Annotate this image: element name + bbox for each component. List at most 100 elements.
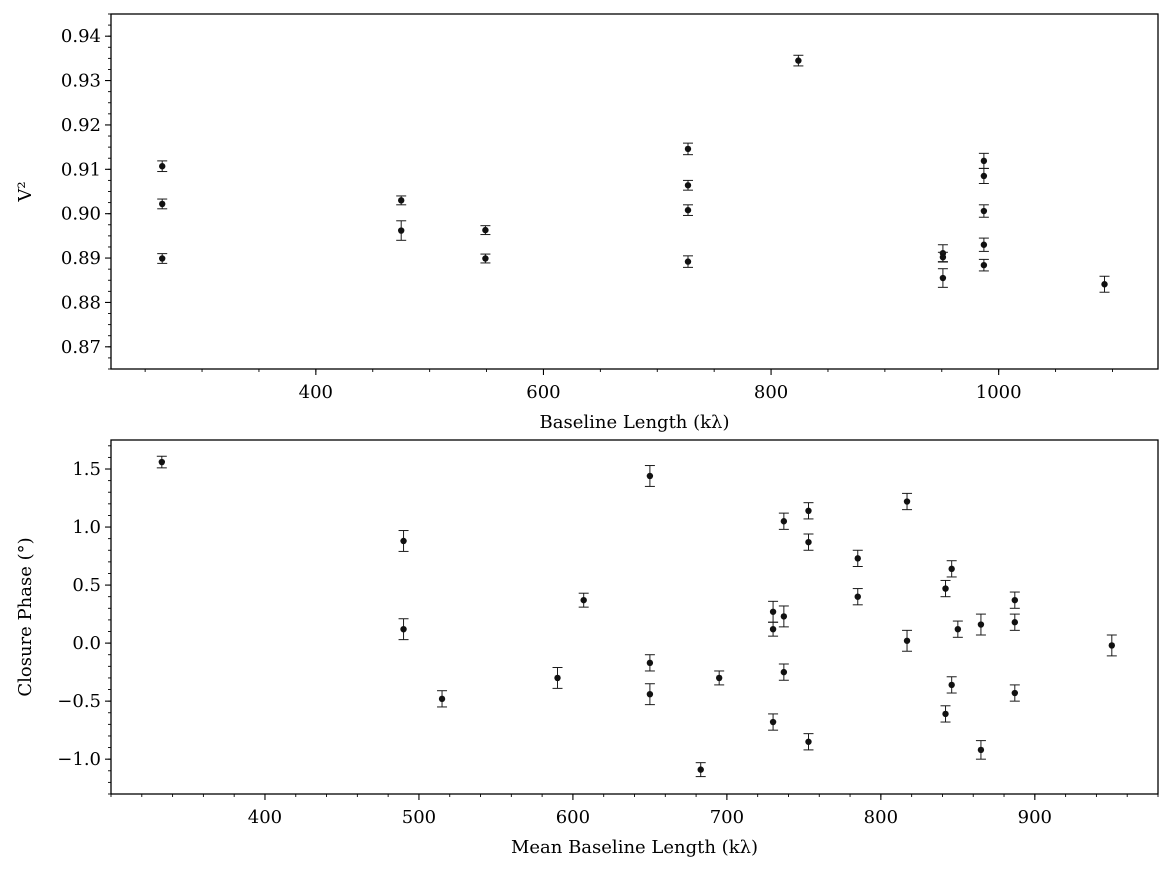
v2-data-point <box>682 179 693 191</box>
cp-x-tick-label: 800 <box>864 807 898 828</box>
cp-marker <box>1011 596 1019 604</box>
v2-data-point <box>978 258 989 272</box>
v2-marker <box>159 163 166 170</box>
v2-data-point <box>157 160 168 173</box>
v2-data-point <box>157 198 168 210</box>
v2-y-tick-label: 0.93 <box>61 71 101 92</box>
v2-data-point <box>978 152 989 169</box>
cp-y-tick-label: 1.0 <box>72 517 101 538</box>
cp-ticks <box>105 445 1159 800</box>
v2-y-tick-label: 0.92 <box>61 115 101 136</box>
v2-x-tick-label: 1000 <box>976 382 1022 403</box>
cp-marker <box>697 766 704 773</box>
cp-y-tick-label: 0.5 <box>72 575 101 596</box>
cp-data-point <box>437 690 448 708</box>
cp-x-tick-label: 900 <box>1018 807 1052 828</box>
cp-marker <box>948 681 955 689</box>
v2-marker <box>684 206 692 214</box>
v2-data-point <box>682 142 693 156</box>
v2-ticks <box>105 13 1113 375</box>
v2-marker <box>159 255 166 262</box>
v2-data-point <box>978 167 989 185</box>
cp-marker <box>554 674 561 682</box>
v2-marker <box>398 227 405 234</box>
cp-y-tick-label: −1.0 <box>57 749 101 770</box>
v2-y-tick-label: 0.88 <box>61 292 101 313</box>
cp-data-point <box>1009 684 1020 702</box>
v2-y-tick-labels: 0.87 0.88 0.89 0.90 0.91 0.92 0.93 0.94 <box>61 26 101 358</box>
v2-marker <box>939 253 947 261</box>
v2-marker <box>980 207 988 215</box>
v2-marker <box>795 57 802 64</box>
v2-marker <box>939 274 947 282</box>
v2-marker <box>684 182 692 189</box>
cp-data-point <box>714 670 725 686</box>
cp-data-point <box>695 762 706 778</box>
cp-x-axis-label: Mean Baseline Length (kλ) <box>511 837 758 858</box>
cp-marker <box>438 695 446 703</box>
cp-marker <box>780 668 788 676</box>
cp-data-point <box>803 502 814 520</box>
v2-marker <box>482 255 489 262</box>
cp-marker <box>646 690 654 698</box>
cp-marker <box>769 718 777 726</box>
v2-y-axis-label: V² <box>15 181 36 202</box>
v2-marker <box>398 197 405 204</box>
cp-marker <box>954 625 962 633</box>
v2-data-point <box>1099 275 1110 293</box>
v2-y-tick-label: 0.89 <box>61 248 101 269</box>
cp-y-tick-label: 0.0 <box>72 633 101 654</box>
v2-marker <box>1101 281 1108 288</box>
cp-data-point <box>644 465 655 487</box>
cp-x-tick-label: 600 <box>556 807 590 828</box>
cp-marker <box>715 674 723 682</box>
v2-marker <box>980 172 988 180</box>
v2-marker <box>980 261 988 269</box>
v2-marker <box>980 157 988 165</box>
cp-data-point <box>552 666 563 689</box>
cp-axes-frame <box>110 439 1159 795</box>
v2-marker <box>980 241 988 248</box>
v2-data-point <box>682 255 693 268</box>
v2-data-point <box>157 253 168 264</box>
v2-y-tick-label: 0.94 <box>61 26 101 47</box>
v2-y-tick-label: 0.91 <box>61 159 101 180</box>
cp-data-point <box>768 600 779 623</box>
cp-data-point <box>578 592 589 608</box>
cp-marker <box>942 710 949 718</box>
cp-x-tick-labels: 400 500 600 700 800 900 <box>248 807 1052 828</box>
v2-x-tick-label: 800 <box>754 382 788 403</box>
cp-data-point <box>644 654 655 672</box>
cp-marker <box>1108 642 1116 649</box>
cp-data-point <box>778 663 789 681</box>
cp-marker <box>948 565 955 573</box>
cp-data-point <box>1009 591 1020 609</box>
cp-data-point <box>902 629 913 652</box>
cp-y-axis-label: Closure Phase (°) <box>15 537 36 696</box>
cp-marker <box>977 746 985 754</box>
cp-data-point <box>803 533 814 551</box>
cp-marker <box>646 659 654 667</box>
cp-points <box>156 455 1117 778</box>
cp-marker <box>769 625 777 633</box>
cp-marker <box>805 538 812 546</box>
v2-data-point <box>937 268 948 288</box>
v2-y-tick-label: 0.87 <box>61 337 101 358</box>
cp-data-point <box>940 579 951 598</box>
v2-axes-frame <box>110 13 1159 370</box>
cp-marker <box>769 608 777 615</box>
cp-data-point <box>398 618 409 641</box>
cp-data-point <box>778 605 789 628</box>
cp-marker <box>780 518 788 525</box>
cp-data-point <box>852 549 863 568</box>
v2-x-tick-label: 400 <box>299 382 333 403</box>
v2-data-point <box>480 253 491 264</box>
cp-marker <box>1011 619 1019 626</box>
cp-marker <box>158 458 166 466</box>
cp-marker <box>400 625 407 633</box>
closure-phase-panel: 400 500 600 700 800 900 −1.0−0.50.00.51.01.5 … <box>15 439 1159 858</box>
v2-data-point <box>978 204 989 218</box>
cp-data-point <box>1106 634 1117 657</box>
cp-data-point <box>940 705 951 723</box>
